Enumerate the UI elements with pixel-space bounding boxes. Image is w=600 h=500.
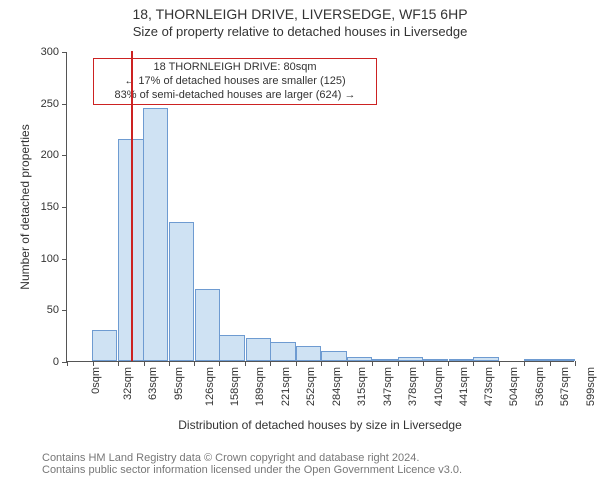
x-tick-label: 504sqm — [509, 367, 521, 406]
histogram-bar — [372, 359, 398, 361]
annotation-line-1: 18 THORNLEIGH DRIVE: 80sqm — [100, 61, 370, 75]
annotation-box: 18 THORNLEIGH DRIVE: 80sqm ← 17% of deta… — [93, 58, 377, 105]
x-tick-label: 0sqm — [90, 367, 102, 394]
footer-line-2: Contains public sector information licen… — [42, 464, 462, 476]
histogram-bar — [246, 338, 271, 361]
footer-line-1: Contains HM Land Registry data © Crown c… — [42, 452, 462, 464]
histogram-bar — [473, 357, 499, 361]
histogram-bar — [423, 359, 449, 361]
x-tick-label: 63sqm — [147, 367, 159, 400]
marker-line — [131, 51, 133, 361]
histogram-bar — [270, 342, 296, 361]
x-tick-label: 567sqm — [559, 367, 571, 406]
x-tick-label: 536sqm — [534, 367, 546, 406]
histogram-bar — [550, 359, 575, 361]
x-tick-label: 32sqm — [122, 367, 134, 400]
y-tick-label: 200 — [41, 149, 59, 161]
histogram-bar — [449, 359, 474, 361]
attribution-footer: Contains HM Land Registry data © Crown c… — [42, 452, 462, 476]
x-tick-label: 189sqm — [255, 367, 267, 406]
y-tick-label: 100 — [41, 253, 59, 265]
x-tick-label: 126sqm — [204, 367, 216, 406]
plot-area: 18 THORNLEIGH DRIVE: 80sqm ← 17% of deta… — [66, 52, 574, 362]
y-tick-label: 0 — [53, 356, 59, 368]
chart-container: { "titles": { "address": "18, THORNLEIGH… — [0, 0, 600, 500]
x-tick-label: 378sqm — [407, 367, 419, 406]
x-axis-label: Distribution of detached houses by size … — [66, 418, 574, 432]
x-tick-label: 95sqm — [173, 367, 185, 400]
histogram-bar — [219, 335, 245, 361]
x-tick-label: 252sqm — [305, 367, 317, 406]
x-tick-label: 158sqm — [230, 367, 242, 406]
chart-subtitle: Size of property relative to detached ho… — [0, 24, 600, 39]
y-tick-label: 250 — [41, 98, 59, 110]
y-axis-label: Number of detached properties — [18, 52, 32, 362]
histogram-bar — [169, 222, 195, 362]
chart-title-address: 18, THORNLEIGH DRIVE, LIVERSEDGE, WF15 6… — [0, 6, 600, 22]
x-tick-label: 347sqm — [382, 367, 394, 406]
histogram-bar — [92, 330, 117, 361]
x-tick-label: 441sqm — [458, 367, 470, 406]
histogram-bar — [524, 359, 550, 361]
histogram-bar — [296, 346, 321, 362]
x-tick-label: 410sqm — [433, 367, 445, 406]
histogram-bar — [398, 357, 423, 361]
x-tick-label: 315sqm — [356, 367, 368, 406]
histogram-bar — [195, 289, 220, 361]
x-tick-label: 221sqm — [280, 367, 292, 406]
x-tick-label: 599sqm — [585, 367, 597, 406]
annotation-line-2: ← 17% of detached houses are smaller (12… — [100, 75, 370, 89]
x-tick-label: 473sqm — [484, 367, 496, 406]
x-tick-label: 284sqm — [331, 367, 343, 406]
annotation-line-3: 83% of semi-detached houses are larger (… — [100, 89, 370, 103]
histogram-bar — [143, 108, 168, 361]
histogram-bar — [321, 351, 347, 361]
y-tick-label: 50 — [47, 304, 59, 316]
y-tick-label: 150 — [41, 201, 59, 213]
y-tick-label: 300 — [41, 46, 59, 58]
histogram-bar — [347, 357, 372, 361]
